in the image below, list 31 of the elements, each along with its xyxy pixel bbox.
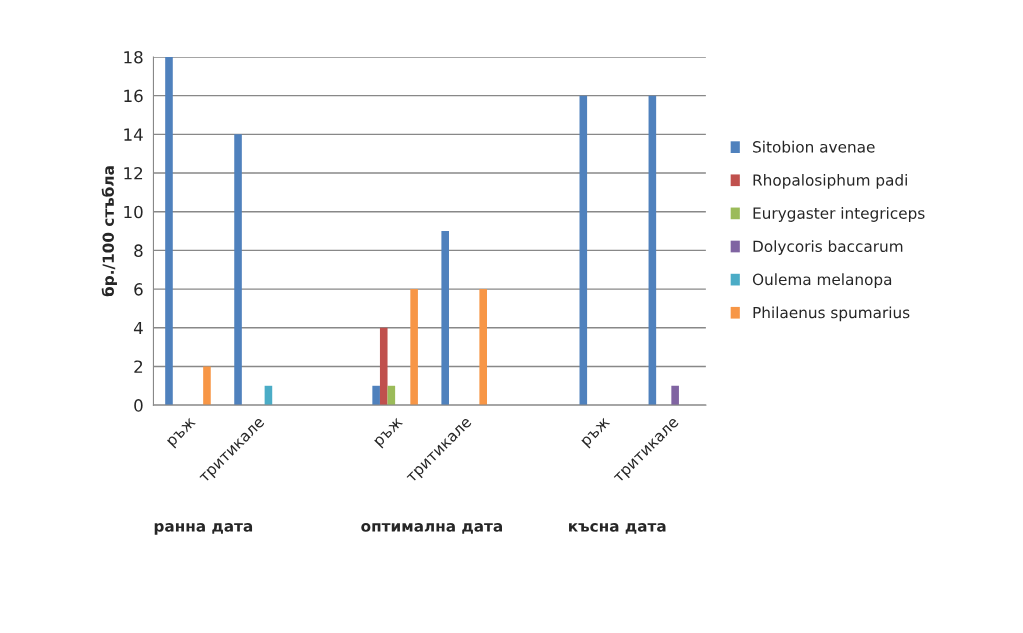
bar [410,289,418,406]
text: оптимална дата [361,523,502,534]
y-tick-label: 4 [133,321,143,335]
text: ранна дата [154,523,253,535]
y-tick-label: 2 [134,360,143,373]
bar [441,231,449,406]
legend-label: Sitobion avenae [753,140,875,153]
legend-label: Philaenus spumarius [753,306,910,322]
y-tick-label: 6 [134,283,143,296]
y-tick-label: 10 [124,205,143,219]
bar [648,95,657,406]
bar [165,56,173,406]
legend-label: Dolycoris baccarum [753,240,903,255]
bar [479,289,487,406]
bar [372,385,380,406]
text: късна дата [569,523,666,534]
y-tick-label: 16 [124,89,143,103]
bar [671,385,679,406]
y-tick-label: 12 [124,166,143,180]
bar [379,327,388,406]
y-tick-label: 8 [134,244,143,257]
y-axis-title: бр./100 стъбла [101,166,117,297]
y-tick-label: 14 [124,128,143,141]
legend-label: Eurygaster integriceps [753,207,925,222]
bar [203,366,211,406]
bar [234,134,242,406]
legend-label: Rhopalosiphum padi [753,173,907,189]
y-tick-label: 0 [134,399,143,412]
bar [579,95,588,406]
y-tick-label: 18 [124,50,143,64]
legend-label: Oulema melanopa [752,273,892,289]
